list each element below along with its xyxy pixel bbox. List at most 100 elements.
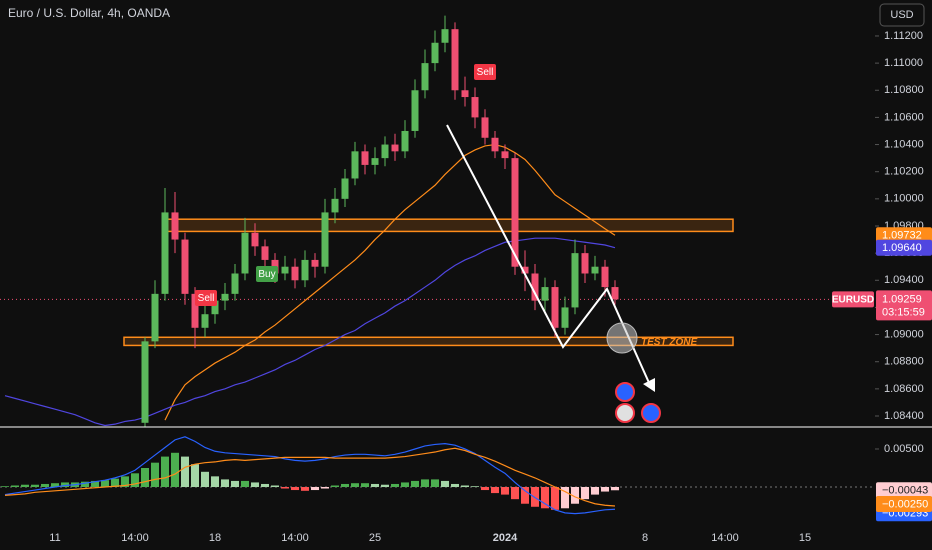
event-icon[interactable]: [615, 403, 635, 423]
histogram-bar: [171, 452, 179, 488]
event-icon[interactable]: [615, 382, 635, 402]
y-tick-label: 1.09400: [884, 274, 924, 286]
y-tick-label: 0.00500: [884, 443, 924, 455]
histogram-bar: [161, 456, 169, 488]
histogram-bar: [351, 483, 359, 488]
candle-body: [401, 130, 409, 152]
histogram-bar: [271, 485, 279, 488]
histogram-bar: [41, 483, 49, 488]
histogram-bar: [441, 480, 449, 488]
y-tick-label: 1.08600: [884, 383, 924, 395]
x-tick-label: 14:00: [121, 532, 149, 544]
candle-body: [571, 253, 579, 308]
symbol-label: EURUSD: [832, 295, 874, 306]
candle-body: [541, 287, 549, 301]
candle-body: [151, 293, 159, 342]
candle-body: [591, 266, 599, 274]
series-last-label-box: [876, 496, 932, 513]
histogram-bar: [461, 485, 469, 488]
candle-body: [491, 137, 499, 152]
histogram-bar: [411, 480, 419, 488]
candle-body: [351, 151, 359, 179]
candle-body: [381, 144, 389, 159]
indicator-line: [4, 447, 616, 507]
histogram-bar: [241, 480, 249, 488]
candle-body: [291, 266, 299, 281]
candle-body: [431, 42, 439, 64]
candle-body: [311, 259, 319, 267]
y-tick-label: 1.10600: [884, 111, 924, 123]
candle-body: [511, 158, 519, 267]
histogram-last-label-box: [876, 482, 932, 499]
candle-body: [481, 117, 489, 138]
histogram-bar: [231, 480, 239, 488]
histogram-bar: [521, 487, 529, 504]
x-tick-label: 14:00: [281, 532, 309, 544]
series-last-label-box: [876, 227, 932, 244]
histogram-bar: [531, 487, 539, 507]
y-tick-label: 1.10800: [884, 84, 924, 96]
histogram-bar: [471, 486, 479, 488]
histogram-bar: [191, 464, 199, 488]
x-tick-label: 25: [369, 532, 381, 544]
candle-body: [391, 144, 399, 152]
histogram-bar: [1, 486, 9, 488]
candle-body: [611, 287, 619, 300]
histogram-bar: [361, 483, 369, 488]
histogram-bar: [501, 487, 509, 495]
histogram-bar: [591, 487, 599, 495]
histogram-bar: [211, 476, 219, 488]
symbol-box: [832, 291, 874, 308]
candle-body: [461, 90, 469, 98]
histogram-bar: [391, 483, 399, 488]
histogram-bar: [31, 484, 39, 488]
candle-body: [331, 198, 339, 213]
candle-body: [201, 314, 209, 328]
candle-body: [251, 232, 259, 247]
candle-body: [451, 29, 459, 91]
chart-title: Euro / U.S. Dollar, 4h, OANDA: [8, 6, 170, 20]
histogram-bar: [91, 480, 99, 488]
x-tick-label: 15: [799, 532, 811, 544]
candle-body: [601, 266, 609, 288]
histogram-bar: [181, 456, 189, 488]
y-tick-label: 1.09000: [884, 328, 924, 340]
series-last-label: 1.09640: [882, 242, 922, 254]
x-tick-label: 18: [209, 532, 221, 544]
histogram-bar: [491, 487, 499, 494]
currency-label[interactable]: USD: [890, 9, 913, 21]
candle-body: [521, 266, 529, 274]
histogram-bar: [221, 479, 229, 488]
event-icon[interactable]: [641, 403, 661, 423]
x-tick-label: 11: [49, 532, 60, 544]
series-last-label-box: [876, 239, 932, 256]
histogram-bar: [81, 481, 89, 488]
histogram-bar: [151, 462, 159, 488]
y-tick-label: 1.10000: [884, 193, 924, 205]
x-tick-label: 2024: [493, 532, 518, 544]
candle-body: [191, 293, 199, 328]
candle-body: [561, 307, 569, 328]
candle-body: [411, 90, 419, 131]
histogram-bar: [421, 479, 429, 488]
currency-button[interactable]: [879, 3, 925, 27]
candle-body: [161, 212, 169, 294]
candle-body: [321, 212, 329, 267]
y-tick-label: 1.10400: [884, 138, 924, 150]
signal-label: Sell: [198, 293, 215, 304]
histogram-bar: [261, 483, 269, 488]
histogram-bar: [61, 482, 69, 488]
signal-box: [474, 64, 496, 80]
candle-body: [581, 253, 589, 274]
histogram-bar: [541, 487, 549, 509]
histogram-bar: [131, 473, 139, 488]
indicator-line: [4, 436, 616, 515]
candle-body: [501, 151, 509, 159]
y-tick-label: 1.08800: [884, 356, 924, 368]
histogram-bar: [141, 467, 149, 488]
y-tick-label: 1.10200: [884, 166, 924, 178]
candle-body: [221, 293, 229, 301]
histogram-bar: [201, 471, 209, 488]
candle-body: [341, 178, 349, 199]
